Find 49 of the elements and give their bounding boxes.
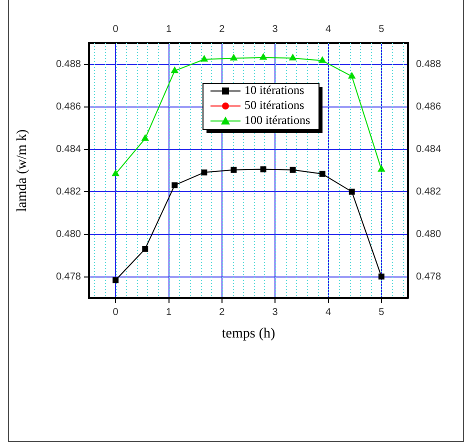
point <box>230 166 237 173</box>
point <box>348 188 355 195</box>
point <box>142 246 148 252</box>
point <box>112 170 120 176</box>
x2-tick-label: 4 <box>325 306 332 318</box>
y2-tick-label: 0.488 <box>416 59 442 70</box>
x-axis-title: temps (h) <box>222 326 276 342</box>
x-tick-label: 4 <box>325 24 332 35</box>
x2-tick-label: 1 <box>166 306 172 318</box>
point <box>348 72 356 79</box>
legend-label: 10 itérations <box>244 83 304 98</box>
point <box>260 166 266 172</box>
x-tick-label: 3 <box>272 24 278 35</box>
legend-label: 100 itérations <box>244 113 310 128</box>
point <box>378 165 385 172</box>
y-axis-title: lamda (w/m k) <box>15 128 30 212</box>
x2-tick-label: 2 <box>219 306 226 318</box>
legend-label: 50 itérations <box>244 98 304 112</box>
point <box>112 277 119 284</box>
point <box>289 54 296 60</box>
point <box>200 55 208 62</box>
y-tick-label: 0.482 <box>56 186 82 198</box>
point <box>230 54 238 61</box>
y2-tick-label: 0.484 <box>416 144 442 155</box>
y2-tick-label: 0.486 <box>416 102 442 112</box>
x2-tick-label: 3 <box>272 306 278 318</box>
point <box>172 182 178 188</box>
point <box>260 53 267 60</box>
y-tick-label: 0.488 <box>56 59 82 70</box>
y-tick-label: 0.486 <box>56 102 82 112</box>
point <box>171 66 178 74</box>
x2-tick-label: 5 <box>378 306 385 318</box>
point <box>378 274 384 280</box>
x-tick-label: 0 <box>112 24 119 35</box>
y-tick-label: 0.480 <box>56 229 82 240</box>
x-tick-label: 2 <box>219 24 226 35</box>
x2-tick-label: 0 <box>112 306 119 318</box>
x-tick-label: 5 <box>378 24 385 35</box>
y2-tick-label: 0.482 <box>416 186 442 198</box>
y2-tick-label: 0.480 <box>416 229 442 240</box>
point <box>290 166 296 173</box>
point <box>318 56 326 63</box>
point <box>319 170 326 177</box>
y-tick-label: 0.478 <box>56 272 82 282</box>
y-tick-label: 0.484 <box>56 144 82 155</box>
point <box>201 169 208 176</box>
y2-tick-label: 0.478 <box>416 272 442 282</box>
x-tick-label: 1 <box>166 24 172 35</box>
point <box>142 134 149 141</box>
